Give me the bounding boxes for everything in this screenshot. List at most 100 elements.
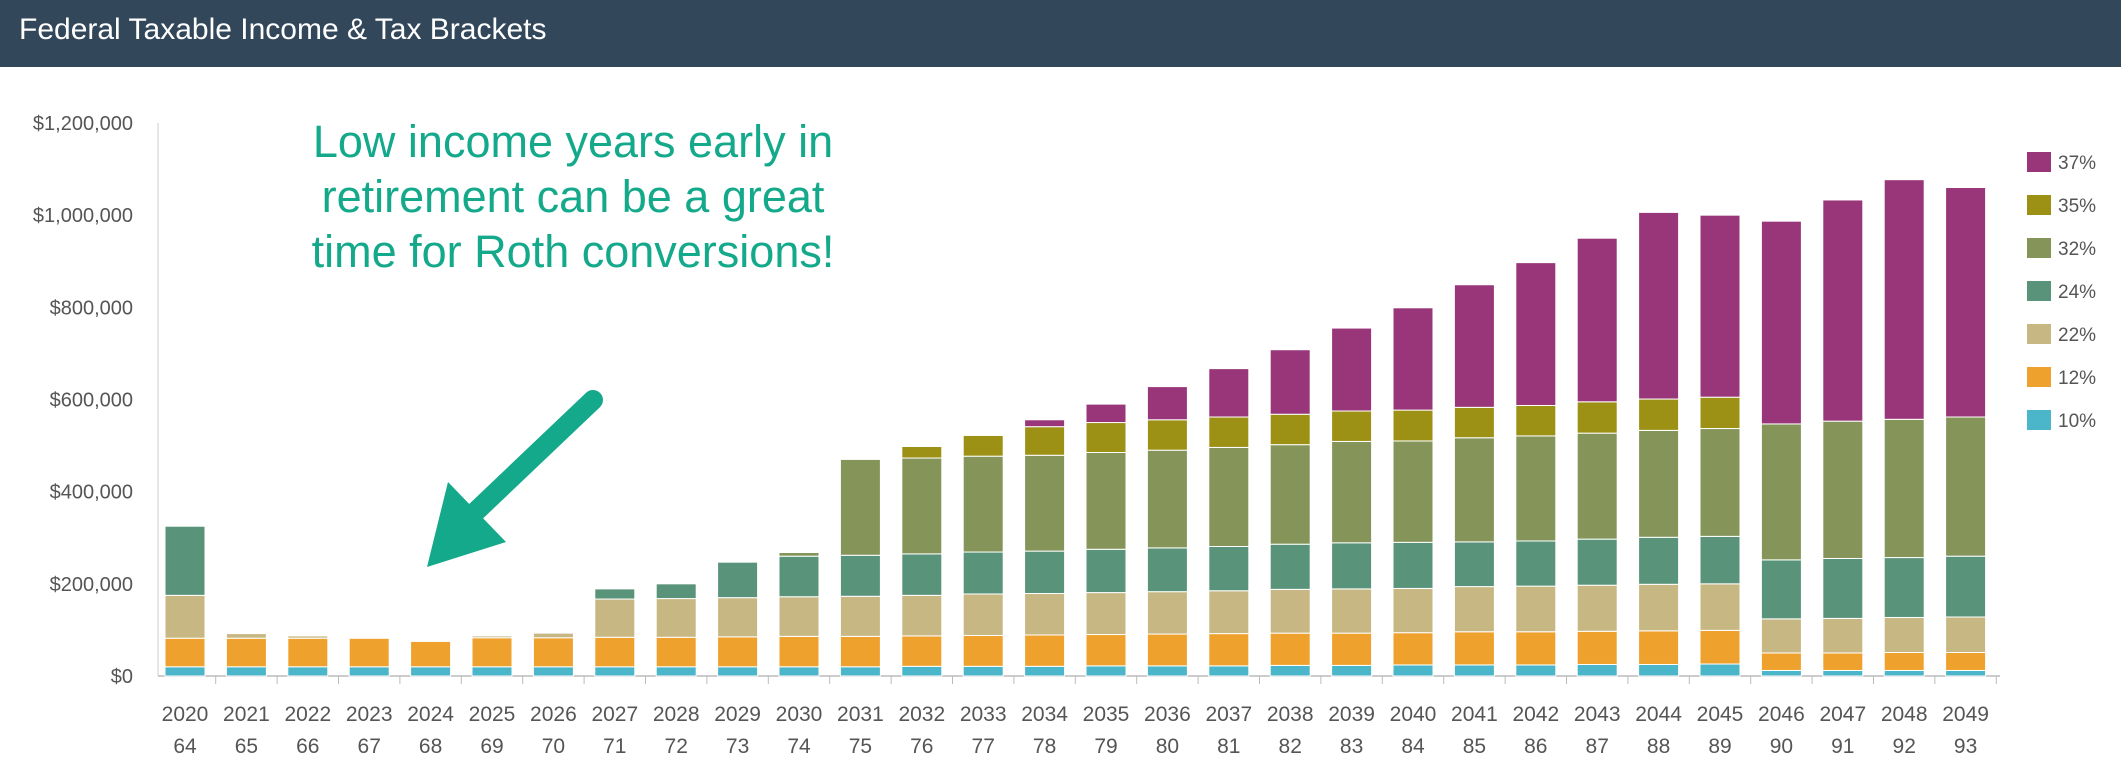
x-tick-label-age: 74 — [787, 735, 811, 758]
bar-segment — [348, 666, 390, 677]
x-tick-label-year: 2023 — [346, 703, 393, 726]
bar-segment — [1945, 416, 1987, 557]
bar-segment — [1269, 588, 1311, 634]
bar-segment — [1269, 664, 1311, 677]
bar-segment — [1208, 633, 1250, 667]
y-tick-label: $200,000 — [50, 574, 133, 596]
legend-swatch — [2027, 367, 2051, 387]
bar-segment — [655, 583, 697, 600]
y-tick-label: $1,000,000 — [33, 205, 133, 227]
bar-segment — [1883, 179, 1925, 420]
bar-segment — [1576, 432, 1618, 540]
bar-segment — [901, 594, 943, 637]
x-tick-label-age: 72 — [665, 735, 688, 758]
page-title: Federal Taxable Income & Tax Brackets — [19, 13, 547, 46]
x-tick-label-year: 2028 — [653, 703, 700, 726]
legend-label: 35% — [2058, 196, 2096, 217]
bar-segment — [717, 561, 759, 599]
bar-segment — [901, 665, 943, 677]
bar-segment — [1453, 406, 1495, 439]
title-bar: Federal Taxable Income & Tax Brackets — [0, 0, 2121, 67]
bar-segment — [1699, 663, 1741, 677]
x-tick-label-age: 64 — [173, 735, 197, 758]
bar-segment — [1576, 237, 1618, 403]
bar-segment — [1945, 187, 1987, 418]
x-tick-label-age: 75 — [849, 735, 872, 758]
y-tick-label: $400,000 — [50, 482, 133, 504]
bar-segment — [778, 666, 820, 677]
bar-segment — [1760, 652, 1802, 671]
bar-segment — [1883, 418, 1925, 559]
y-tick-label: $600,000 — [50, 390, 133, 412]
bar-segment — [225, 666, 267, 677]
x-tick-label-age: 70 — [542, 735, 565, 758]
bar-segment — [839, 666, 881, 677]
x-tick-label-year: 2043 — [1574, 703, 1621, 726]
x-tick-label-age: 86 — [1524, 735, 1547, 758]
x-tick-label-year: 2044 — [1635, 703, 1682, 726]
bar-segment — [1208, 590, 1250, 635]
x-tick-label-year: 2035 — [1083, 703, 1130, 726]
bar-segment — [1945, 651, 1987, 671]
x-tick-label-age: 87 — [1586, 735, 1609, 758]
bar-segment — [471, 637, 513, 668]
bar-segment — [1331, 542, 1373, 590]
bar-segment — [532, 666, 574, 677]
bar-segment — [1269, 444, 1311, 545]
bar-segment — [962, 434, 1004, 457]
bar-segment — [594, 666, 636, 677]
bar-segment — [1515, 262, 1557, 406]
x-tick-label-year: 2024 — [407, 703, 454, 726]
bar-segment — [287, 635, 329, 639]
bar-segment — [1638, 630, 1680, 665]
bar-segment — [1085, 665, 1127, 677]
bar-segment — [1331, 410, 1373, 442]
bar-segment — [1392, 664, 1434, 677]
bar-segment — [1331, 327, 1373, 412]
x-tick-label-year: 2033 — [960, 703, 1007, 726]
bar-segment — [962, 593, 1004, 636]
bar-segment — [1760, 618, 1802, 654]
bar-segment — [717, 597, 759, 638]
x-tick-label-year: 2027 — [591, 703, 638, 726]
bar-segment — [1515, 585, 1557, 633]
bar-segment — [901, 457, 943, 555]
bar-segment — [1576, 630, 1618, 665]
bar-segment — [1638, 211, 1680, 400]
x-tick-label-age: 73 — [726, 735, 749, 758]
bar-segment — [839, 635, 881, 668]
bar-segment — [1208, 665, 1250, 677]
x-tick-label-age: 81 — [1217, 735, 1240, 758]
x-tick-label-age: 88 — [1647, 735, 1670, 758]
y-tick-label: $0 — [111, 666, 133, 688]
x-tick-label-year: 2045 — [1697, 703, 1744, 726]
bar-segment — [1822, 617, 1864, 654]
bar-segment — [1945, 555, 1987, 618]
bar-segment — [1331, 440, 1373, 544]
bar-segment — [1760, 669, 1802, 677]
bar-segment — [1146, 547, 1188, 593]
x-tick-label-year: 2039 — [1328, 703, 1375, 726]
bar-segment — [717, 636, 759, 668]
x-tick-label-age: 68 — [419, 735, 442, 758]
bar-segment — [1024, 550, 1066, 595]
bar-segment — [962, 665, 1004, 677]
x-tick-label-year: 2038 — [1267, 703, 1314, 726]
x-tick-label-year: 2046 — [1758, 703, 1805, 726]
bar-segment — [1024, 419, 1066, 428]
bar-segment — [1453, 586, 1495, 633]
bar-segment — [1576, 401, 1618, 434]
y-tick-label: $800,000 — [50, 297, 133, 319]
bar-segment — [717, 666, 759, 677]
legend-swatch — [2027, 152, 2051, 172]
bar-segment — [1208, 416, 1250, 448]
bar-segment — [594, 598, 636, 638]
bar-segment — [1760, 220, 1802, 425]
bar-segment — [532, 632, 574, 639]
bar-segment — [901, 553, 943, 596]
bar-segment — [532, 637, 574, 668]
bar-segment — [410, 640, 452, 668]
bar-segment — [225, 633, 267, 639]
bar-segment — [1453, 284, 1495, 408]
bar-segment — [1760, 559, 1802, 620]
